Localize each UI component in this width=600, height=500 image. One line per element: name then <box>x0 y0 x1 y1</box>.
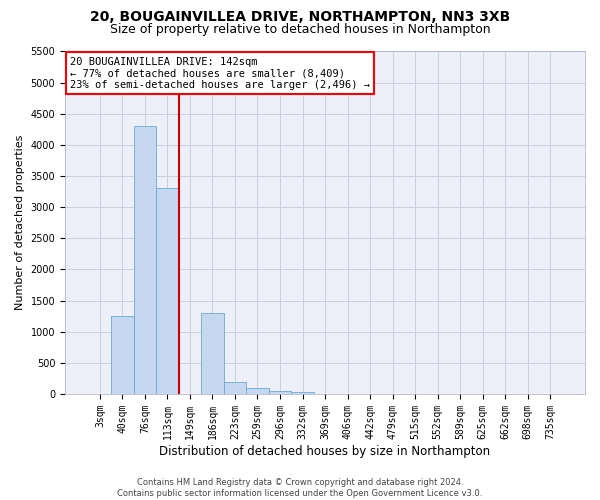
Text: 20 BOUGAINVILLEA DRIVE: 142sqm
← 77% of detached houses are smaller (8,409)
23% : 20 BOUGAINVILLEA DRIVE: 142sqm ← 77% of … <box>70 56 370 90</box>
Text: Contains HM Land Registry data © Crown copyright and database right 2024.
Contai: Contains HM Land Registry data © Crown c… <box>118 478 482 498</box>
Text: Size of property relative to detached houses in Northampton: Size of property relative to detached ho… <box>110 22 490 36</box>
Bar <box>224 382 246 394</box>
Bar <box>111 316 134 394</box>
Bar <box>156 188 179 394</box>
Y-axis label: Number of detached properties: Number of detached properties <box>15 135 25 310</box>
Bar <box>246 388 269 394</box>
Bar <box>134 126 156 394</box>
Bar <box>269 391 291 394</box>
Bar <box>291 392 314 394</box>
Bar <box>201 313 224 394</box>
Text: 20, BOUGAINVILLEA DRIVE, NORTHAMPTON, NN3 3XB: 20, BOUGAINVILLEA DRIVE, NORTHAMPTON, NN… <box>90 10 510 24</box>
X-axis label: Distribution of detached houses by size in Northampton: Distribution of detached houses by size … <box>160 444 491 458</box>
